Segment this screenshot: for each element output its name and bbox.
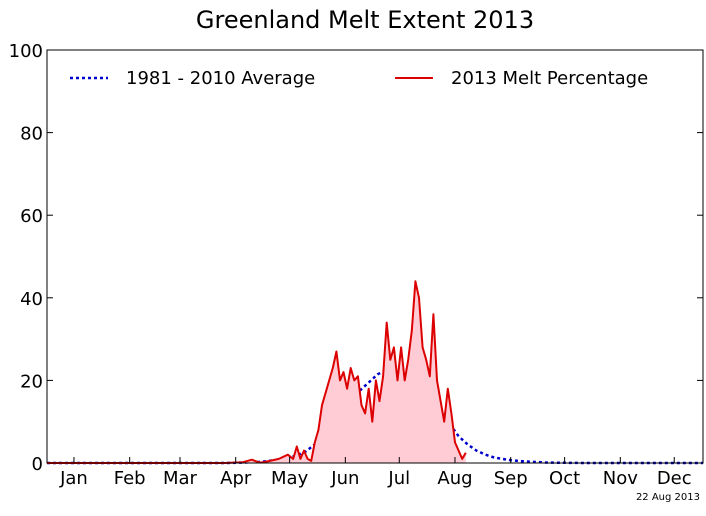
x-tick-label-7: Aug [437, 468, 472, 489]
plot-area [47, 280, 703, 465]
plot-frame [46, 49, 704, 464]
x-tick-label-8: Sep [494, 468, 528, 489]
x-tick-label-4: May [271, 468, 309, 489]
y-tick-label-0: 0 [32, 454, 43, 475]
x-tick-label-6: Jul [387, 468, 410, 489]
y-tick-label-1: 20 [20, 371, 43, 392]
x-tick-label-1: Feb [114, 468, 146, 489]
y-tick-label-2: 40 [20, 289, 43, 310]
chart-title: Greenland Melt Extent 2013 [196, 6, 534, 34]
x-tick-label-10: Nov [603, 468, 638, 489]
legend: 1981 - 2010 Average 2013 Melt Percentage [70, 68, 648, 89]
x-tick-label-11: Dec [657, 468, 692, 489]
x-tick-label-0: Jan [59, 468, 88, 489]
axes: 0 20 40 60 80 100 Jan Feb Mar Apr May Jun Jul Aug Sep O… [9, 41, 704, 489]
legend-label-1: 2013 Melt Percentage [451, 68, 648, 89]
y-tick-label-4: 80 [20, 124, 43, 145]
y-tick-label-3: 60 [20, 206, 43, 227]
legend-label-0: 1981 - 2010 Average [126, 68, 315, 89]
series-area-1 [47, 281, 466, 463]
series-line-1 [47, 280, 467, 464]
x-tick-label-2: Mar [163, 468, 198, 489]
x-tick-label-5: Jun [330, 468, 359, 489]
x-tick-label-9: Oct [549, 468, 580, 489]
x-tick-label-3: Apr [220, 468, 252, 489]
y-tick-label-5: 100 [9, 41, 43, 62]
date-stamp: 22 Aug 2013 [636, 492, 700, 503]
